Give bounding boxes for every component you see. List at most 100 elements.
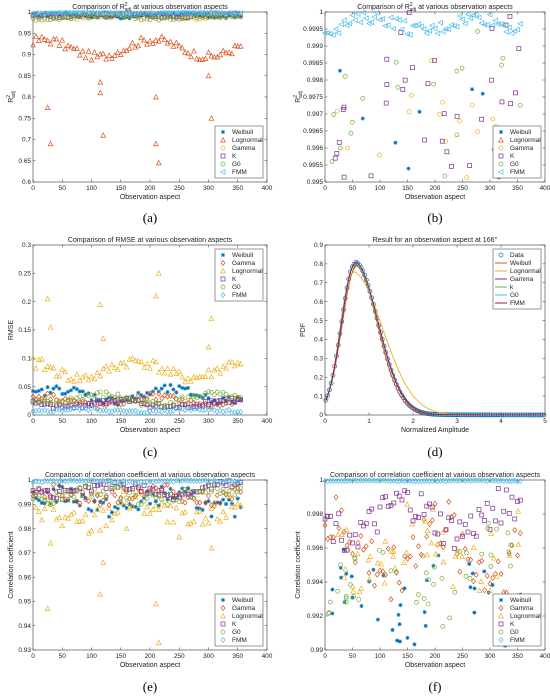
data-point [38, 516, 45, 523]
y-tick-label: 0.2 [22, 299, 31, 306]
data-point [115, 499, 121, 506]
y-tick-label: 0.8 [314, 261, 323, 268]
data-point [188, 392, 193, 397]
data-point [94, 406, 100, 413]
data-point [36, 478, 42, 485]
x-tick-label: 150 [115, 185, 126, 192]
data-point [147, 487, 153, 495]
data-marks [30, 476, 244, 646]
data-point [97, 51, 104, 57]
data-point [223, 399, 229, 406]
data-point [35, 37, 42, 44]
data-point [66, 498, 71, 503]
data-point [223, 396, 229, 402]
data-point [372, 521, 377, 527]
data-point [45, 13, 50, 18]
y-tick-label: 0.85 [18, 73, 31, 80]
data-point [156, 503, 161, 508]
data-point [106, 52, 112, 58]
data-point [135, 409, 141, 416]
data-point [403, 549, 410, 555]
data-point [512, 477, 518, 484]
data-point [350, 540, 355, 546]
data-point [62, 15, 68, 20]
data-point [229, 503, 235, 510]
data-point [174, 390, 179, 395]
data-point [83, 392, 89, 398]
data-point [457, 519, 463, 525]
data-point [106, 367, 112, 374]
data-point [329, 32, 336, 38]
data-point [202, 10, 208, 16]
data-point [479, 551, 485, 557]
data-point [139, 393, 144, 398]
data-point [124, 495, 129, 501]
data-point [212, 14, 217, 20]
data-point [506, 549, 512, 555]
data-point [109, 395, 114, 400]
data-point [141, 498, 147, 504]
data-point [68, 477, 74, 484]
data-point [235, 496, 240, 501]
data-point [226, 359, 232, 365]
data-point [449, 518, 454, 523]
data-point [56, 514, 63, 521]
data-point [193, 55, 200, 62]
data-point [469, 102, 475, 108]
x-tick-label: 250 [174, 418, 185, 425]
data-point [191, 394, 197, 400]
data-point [115, 391, 121, 397]
data-point [185, 491, 191, 497]
data-point [77, 389, 82, 394]
data-point [226, 406, 232, 413]
data-point [33, 365, 39, 371]
x-tick-label: 50 [349, 653, 357, 660]
legend-entry: Weibull [232, 129, 254, 136]
data-point [382, 538, 389, 544]
data-point [332, 155, 338, 161]
data-point [173, 396, 179, 402]
data-point [342, 547, 347, 552]
data-point [191, 489, 197, 494]
data-point [44, 104, 51, 110]
data-point [65, 15, 71, 21]
data-point [468, 513, 474, 519]
data-point [144, 491, 150, 496]
y-tick-label: 0.997 [307, 111, 324, 118]
x-tick-label: 100 [375, 185, 386, 192]
data-point [499, 62, 504, 68]
data-point [118, 407, 124, 414]
legend-marker [498, 604, 504, 612]
data-point [203, 489, 208, 495]
data-point [132, 10, 138, 17]
data-point [391, 500, 397, 506]
data-point [47, 324, 54, 330]
data-point [206, 389, 211, 395]
data-point [56, 15, 62, 20]
data-point [159, 497, 165, 502]
data-point [56, 372, 63, 379]
data-point [155, 639, 162, 646]
data-point [124, 487, 129, 493]
data-point [165, 14, 170, 20]
y-tick-label: 0.996 [307, 545, 324, 552]
data-point [406, 10, 412, 15]
data-point [465, 529, 471, 535]
y-axis-label: RMSE [8, 320, 15, 341]
data-point [121, 396, 127, 402]
x-tick-label: 0 [323, 653, 327, 660]
data-point [226, 488, 232, 494]
data-point [205, 72, 212, 79]
data-point [436, 553, 441, 558]
x-tick-label: 250 [174, 185, 185, 192]
data-point [156, 390, 162, 397]
data-point [220, 398, 226, 404]
data-point [179, 405, 185, 412]
data-point [490, 582, 495, 587]
data-point [217, 478, 223, 485]
data-point [424, 551, 431, 558]
data-point [237, 43, 244, 49]
legend-entry: Lognormal [510, 268, 541, 275]
data-point [325, 514, 331, 520]
